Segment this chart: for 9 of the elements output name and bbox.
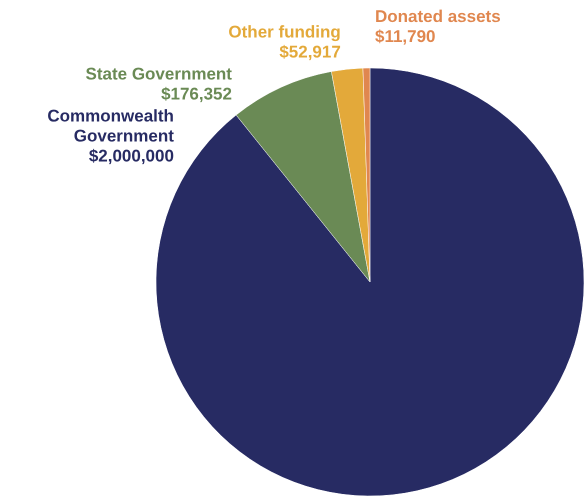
data-label: $52,917 bbox=[279, 42, 341, 62]
slice-label: Donated assets bbox=[375, 7, 501, 26]
slice-label: State Government bbox=[86, 64, 232, 84]
data-label: $11,790 bbox=[375, 27, 436, 46]
slice-label: Other funding bbox=[228, 22, 341, 42]
data-label: $176,352 bbox=[161, 84, 232, 104]
data-label: $2,000,000 bbox=[88, 146, 174, 166]
slice-label: Commonwealth Government bbox=[47, 106, 174, 146]
pie-slice bbox=[236, 71, 370, 282]
